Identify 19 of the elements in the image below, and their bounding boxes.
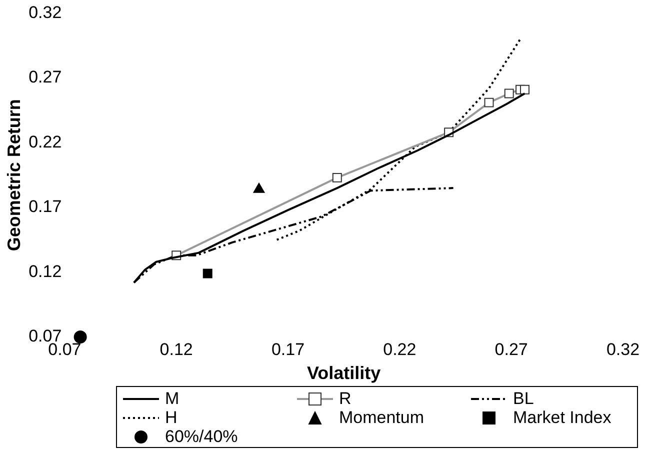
y-tick-label: 0.27: [28, 68, 62, 87]
y-axis-title: Geometric Return: [4, 99, 24, 252]
x-tick-label: 0.27: [494, 340, 528, 359]
x-axis-title: Volatility: [307, 363, 381, 384]
x-tick-label: 0.22: [383, 340, 416, 359]
legend-label: 60%/40%: [165, 427, 238, 446]
x-tick-label: 0.17: [271, 340, 305, 359]
x-tick-label: 0.12: [160, 340, 193, 359]
legend-label: H: [165, 408, 178, 427]
legend-label: R: [339, 388, 352, 408]
y-tick-label: 0.17: [28, 197, 62, 216]
legend-label: BL: [513, 388, 534, 408]
y-tick-label: 0.22: [28, 132, 62, 152]
y-tick-label: 0.32: [28, 2, 62, 22]
legend-label: M: [165, 388, 180, 408]
legend-label: Momentum: [339, 408, 424, 427]
legend-label: Market Index: [513, 408, 612, 427]
y-tick-label: 0.12: [28, 262, 62, 281]
x-tick-label: 0.32: [606, 340, 640, 359]
